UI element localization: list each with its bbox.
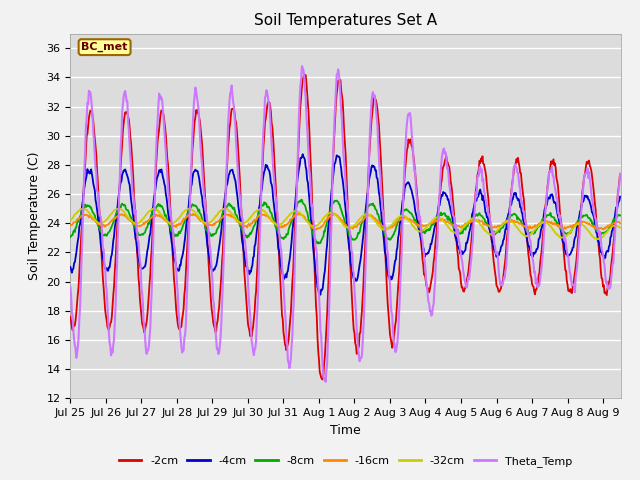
Text: BC_met: BC_met xyxy=(81,42,128,52)
Title: Soil Temperatures Set A: Soil Temperatures Set A xyxy=(254,13,437,28)
Y-axis label: Soil Temperature (C): Soil Temperature (C) xyxy=(28,152,41,280)
X-axis label: Time: Time xyxy=(330,424,361,437)
Legend: -2cm, -4cm, -8cm, -16cm, -32cm, Theta_Temp: -2cm, -4cm, -8cm, -16cm, -32cm, Theta_Te… xyxy=(115,451,577,471)
